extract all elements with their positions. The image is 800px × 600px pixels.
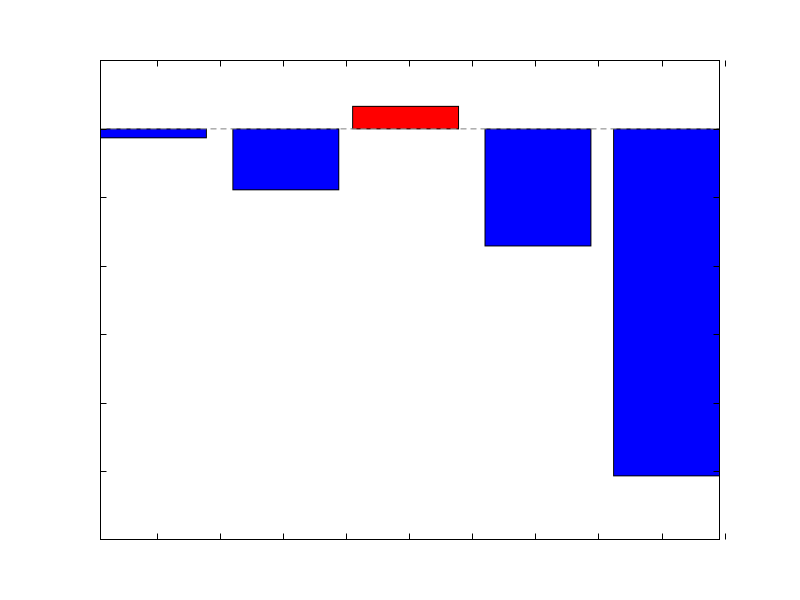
bar-5 [613,128,720,477]
bar-3 [352,105,460,130]
bar-1 [100,128,207,139]
bar-2 [232,128,340,191]
plot-area-frame [100,60,720,540]
bars-layer [100,105,720,477]
ticks-layer [100,60,726,540]
bar-4 [484,128,592,247]
